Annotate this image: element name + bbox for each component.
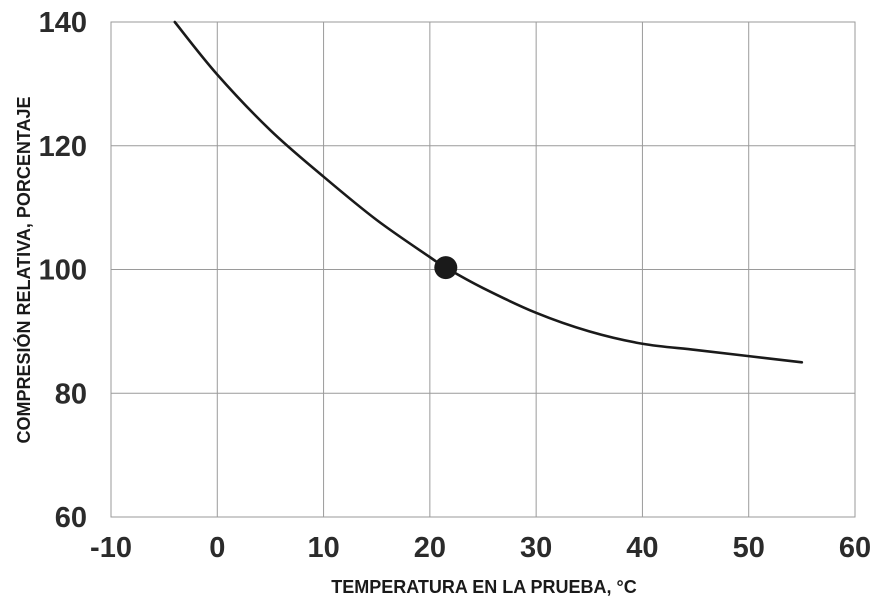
x-tick-label: 0	[209, 532, 225, 564]
y-tick-label: 60	[55, 502, 87, 534]
x-tick-label: -10	[90, 532, 132, 564]
y-tick-label: 80	[55, 378, 87, 410]
y-tick-label: 120	[39, 131, 87, 163]
y-tick-label: 100	[39, 255, 87, 287]
y-tick-label: 140	[39, 7, 87, 39]
x-tick-label: 40	[626, 532, 658, 564]
x-tick-label: 50	[733, 532, 765, 564]
x-tick-label: 20	[414, 532, 446, 564]
x-tick-label: 30	[520, 532, 552, 564]
y-axis-title: COMPRESIÓN RELATIVA, PORCENTAJE	[13, 96, 34, 443]
reference-point-marker	[434, 256, 457, 279]
y-tick-labels: 60 80 100 120 140	[39, 7, 87, 534]
x-axis-title: TEMPERATURA EN LA PRUEBA, °C	[331, 577, 637, 597]
grid	[111, 22, 855, 517]
x-tick-label: 10	[307, 532, 339, 564]
x-tick-labels: -10 0 10 20 30 40 50 60	[90, 532, 871, 564]
x-tick-label: 60	[839, 532, 871, 564]
series-group	[175, 22, 802, 362]
series-line	[175, 22, 802, 362]
